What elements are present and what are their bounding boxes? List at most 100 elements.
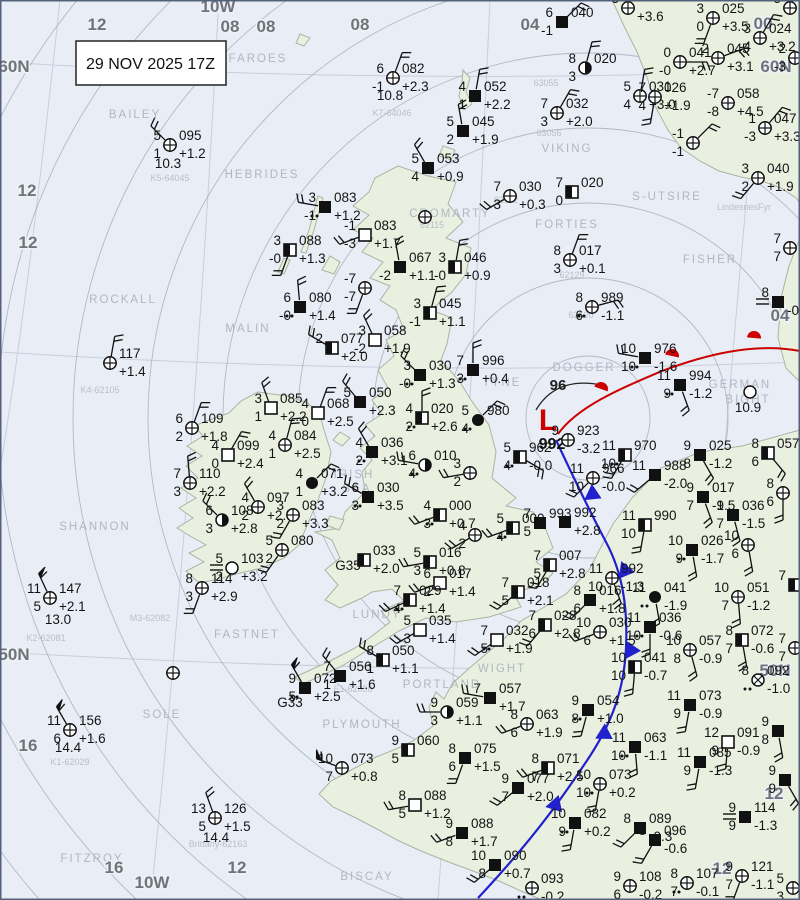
pressure-value: 988 [664, 458, 687, 473]
wind-barb-tick [383, 801, 389, 811]
wind-barb-staff [737, 603, 742, 624]
wind-barb-tick [792, 802, 799, 811]
wind-barb-staff [655, 603, 661, 624]
dewpoint-value: 5 [398, 806, 406, 821]
coastline [438, 145, 456, 161]
wind-barb-tick [779, 110, 788, 115]
wind-barb-tick [205, 786, 214, 794]
wind-barb-tick [789, 798, 797, 807]
dewpoint-value: 6 [528, 626, 536, 641]
pressure-tendency-value: -0.2 [639, 887, 662, 900]
dewpoint-value: 3 [205, 521, 213, 536]
dewpoint-value: 6 [766, 494, 774, 509]
overcast-symbol [334, 670, 346, 682]
sea-area-label: FISHER [683, 254, 737, 266]
pressure-value: 103 [241, 551, 264, 566]
overcast-symbol [649, 469, 661, 481]
pressure-value: 045 [439, 296, 462, 311]
sea-area-label: TYNE [483, 377, 522, 389]
pressure-value: 110 [199, 466, 221, 481]
dewpoint-value: 4 [623, 97, 631, 112]
pressure-value: 032 [506, 623, 529, 638]
pressure-value: 071 [321, 466, 344, 481]
station-plot: 4 2 036 +3.1 [355, 421, 408, 468]
wind-barb-tick [378, 604, 386, 612]
dewpoint-value: 6 [613, 887, 621, 900]
temperature-value: 0 [663, 45, 671, 60]
pressure-value: 036 [742, 498, 765, 513]
dewpoint-value: 2 [741, 179, 749, 194]
dewpoint-value: 10 [621, 526, 636, 541]
temperature-value: 10 [621, 341, 636, 356]
temperature-value: 8 [725, 623, 733, 638]
station-plot: 8 5 088 +1.2 [383, 788, 451, 821]
station-plot: 117 +1.4 [103, 334, 146, 379]
low-central-pressure: 992 [539, 436, 566, 453]
wind-barb-staff [769, 106, 783, 124]
station-plot: 3 2 083 +3.3 [270, 498, 329, 540]
station-plot: 10 10 041 -0.7 [611, 650, 667, 697]
temperature-value: 8 [573, 583, 581, 598]
station-plot: 7 0 020 [555, 175, 603, 208]
station-plot: -2 067 +1.1 [379, 235, 436, 283]
station-plot: 9 7 036 -1.5 [716, 498, 765, 547]
temperature-value: 5 [623, 79, 631, 94]
grid-label: 12 [228, 858, 247, 877]
temperature-value: 11 [570, 461, 584, 476]
dewpoint-value: -1 [672, 144, 684, 159]
temperature-value: 4 [458, 79, 466, 94]
wind-barb-tick [342, 373, 348, 382]
pressure-tendency-value: -0.1 [696, 884, 719, 899]
wind-barb-tick [782, 106, 792, 112]
dewpoint-value: 4 [408, 466, 416, 481]
dewpoint-value: 8 [683, 456, 691, 471]
overcast-symbol [649, 834, 661, 846]
half-square-fill [416, 412, 422, 424]
dewpoint-value: 5 [533, 566, 541, 581]
pressure-tendency-value: -2.0 [664, 476, 687, 491]
wind-barb-tick [38, 566, 46, 574]
wind-barb-tick [586, 809, 596, 813]
aux-value-label: 10.8 [377, 88, 403, 103]
temperature-value: 10 [668, 533, 683, 548]
station-plot: 8 3 020 [568, 40, 617, 84]
pressure-tendency-value: -0.9 [737, 743, 760, 758]
wind-barb-tick [522, 638, 531, 643]
sea-area-label: MALIN [225, 323, 270, 335]
weather-dot [395, 607, 399, 611]
wind-barb-staff [400, 355, 416, 371]
station-plot: 11 9 073 -0.9 [667, 688, 722, 734]
wind-barb-tick [481, 529, 489, 538]
station-id-label: K4-62105 [80, 385, 119, 395]
wind-barb-tick [612, 598, 620, 606]
pressure-value: 041 [689, 45, 712, 60]
temperature-value: 5 [461, 403, 469, 418]
isobar-96 [535, 382, 603, 411]
weather-dot [415, 472, 419, 476]
dewpoint-value: -1 [304, 208, 316, 223]
half-square-fill [404, 594, 410, 606]
warm-front-marker [594, 382, 608, 392]
pressure-tendency-value: +0.9 [437, 169, 464, 184]
station-plot: 7 5 007 +2.8 [527, 548, 586, 590]
wind-barb-tick [716, 768, 726, 772]
wind-barb-tick [744, 571, 754, 577]
wind-barb-staff [265, 555, 279, 573]
temperature-value: 11 [627, 610, 641, 625]
wind-barb-tick [641, 122, 651, 126]
pressure-value: 114 [754, 800, 776, 815]
wind-barb-tick [396, 451, 400, 461]
pressure-value: 084 [294, 428, 317, 443]
half-square-fill [639, 519, 645, 531]
dewpoint-value: 6 [53, 731, 61, 746]
pressure-value: 050 [392, 643, 415, 658]
temperature-value: 10 [551, 806, 566, 821]
weather-dot [630, 365, 634, 369]
wind-barb-tick [628, 773, 638, 779]
pressure-tendency-value: +2.8 [231, 521, 258, 536]
station-plot: 9 7 121 -1.1 [725, 859, 774, 900]
temperature-value: 7 [778, 568, 786, 583]
temperature-value: 7 [533, 548, 541, 563]
wind-barb-tick [113, 338, 123, 342]
wind-barb-staff [649, 103, 655, 124]
